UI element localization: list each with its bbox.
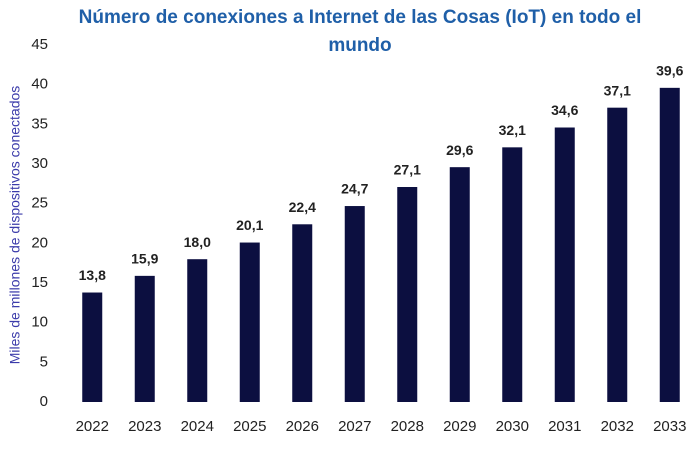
bar — [502, 147, 523, 402]
value-label: 24,7 — [341, 181, 368, 197]
x-tick-label: 2026 — [286, 418, 319, 435]
bar — [554, 127, 575, 403]
x-tick-label: 2030 — [496, 418, 529, 435]
bar — [344, 206, 365, 402]
y-tick-label: 15 — [31, 274, 48, 291]
bar — [187, 259, 208, 402]
y-tick-label: 5 — [40, 353, 48, 370]
x-tick-label: 2029 — [443, 418, 476, 435]
bar — [292, 224, 313, 402]
x-tick-label: 2023 — [128, 418, 161, 435]
y-tick-label: 0 — [40, 393, 48, 410]
y-tick-label: 25 — [31, 195, 48, 212]
y-tick-label: 35 — [31, 115, 48, 132]
y-tick-label: 20 — [31, 234, 48, 251]
y-tick-label: 45 — [31, 36, 48, 53]
value-label: 22,4 — [289, 199, 316, 215]
bar — [449, 167, 470, 402]
x-tick-label: 2027 — [338, 418, 371, 435]
y-tick-label: 30 — [31, 155, 48, 172]
value-label: 39,6 — [656, 63, 683, 79]
bar — [397, 187, 418, 402]
x-tick-label: 2022 — [76, 418, 109, 435]
value-label: 32,1 — [499, 122, 526, 138]
bar — [659, 87, 680, 402]
value-label: 37,1 — [604, 82, 631, 98]
bar — [239, 242, 260, 402]
chart-title: Número de conexiones a Internet de las C… — [78, 7, 642, 56]
value-label: 13,8 — [79, 267, 106, 283]
x-tick-label: 2025 — [233, 418, 266, 435]
value-label: 27,1 — [394, 162, 421, 178]
value-label: 15,9 — [131, 251, 158, 267]
x-tick-label: 2031 — [548, 418, 581, 435]
bar — [82, 292, 103, 402]
value-label: 20,1 — [236, 217, 263, 233]
bar — [134, 275, 155, 402]
value-label: 18,0 — [184, 234, 211, 250]
bar — [607, 107, 628, 402]
x-tick-label: 2033 — [653, 418, 686, 435]
y-tick-label: 10 — [31, 314, 48, 331]
y-axis-label: Miles de millones de dispositivos conect… — [7, 86, 23, 365]
y-tick-label: 40 — [31, 76, 48, 93]
x-tick-label: 2028 — [391, 418, 424, 435]
value-label: 29,6 — [446, 142, 473, 158]
x-tick-label: 2024 — [181, 418, 214, 435]
x-tick-label: 2032 — [601, 418, 634, 435]
value-label: 34,6 — [551, 102, 578, 118]
